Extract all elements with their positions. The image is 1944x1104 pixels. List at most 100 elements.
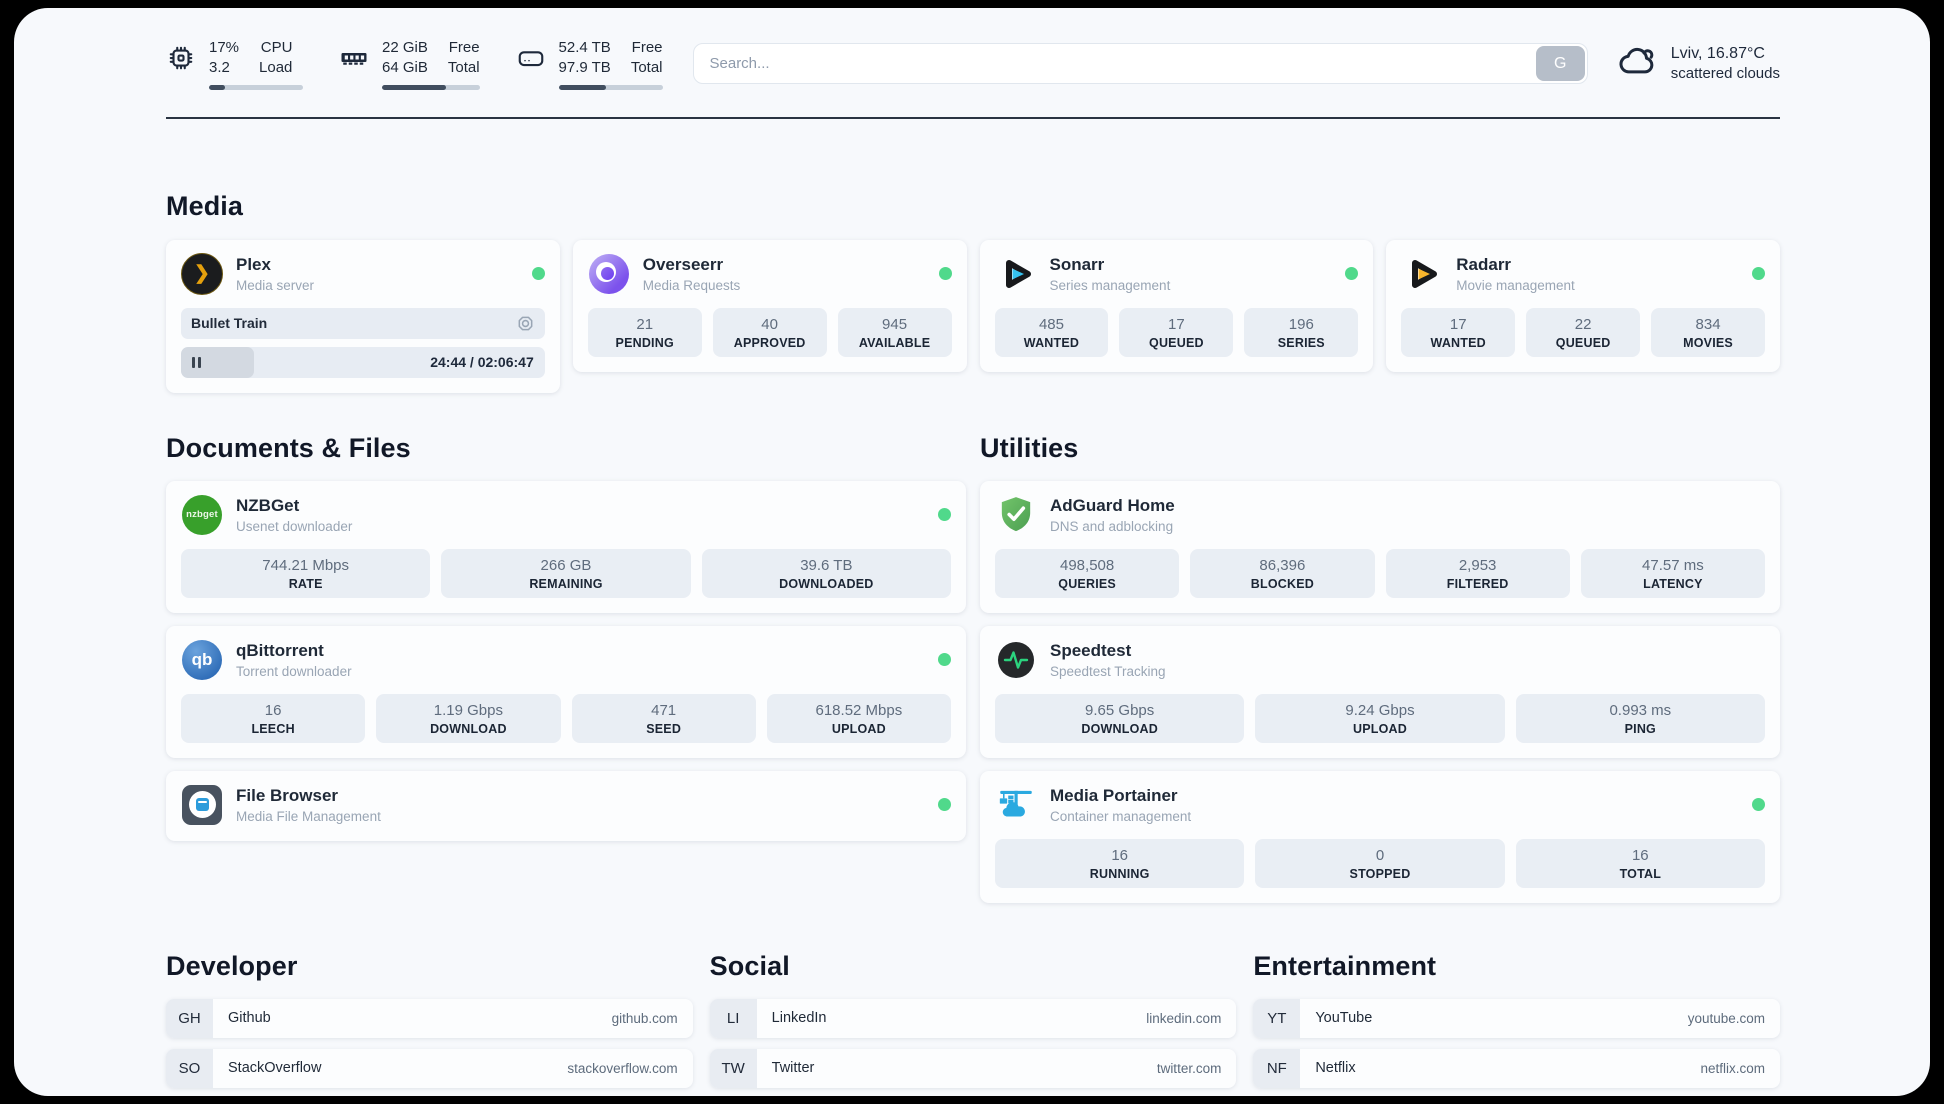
stat-box: 17 QUEUED — [1119, 307, 1234, 357]
overseerr-icon — [588, 253, 629, 294]
service-card-qbittorrent[interactable]: qb qBittorrent Torrent downloader 16 LEEC… — [166, 625, 966, 758]
stat-box: 0.993 ms PING — [1515, 693, 1765, 743]
service-card-radarr[interactable]: Radarr Movie management 17 WANTED 22 QUEUE… — [1386, 239, 1780, 372]
stat-box: 40 APPROVED — [712, 307, 827, 357]
service-card-speedtest[interactable]: Speedtest Speedtest Tracking 9.65 Gbps DO… — [980, 625, 1780, 758]
media-grid: ❯ Plex Media server Bullet Train 24:44 — [166, 239, 1780, 393]
memory-free-label: Free — [448, 39, 480, 56]
weather-condition: scattered clouds — [1670, 65, 1780, 83]
stat-box: 17 WANTED — [1401, 307, 1516, 357]
service-name: NZBGet — [236, 495, 300, 515]
bookmark-name: Github — [228, 1010, 271, 1027]
service-card-filebrowser[interactable]: File Browser Media File Management — [166, 770, 966, 841]
plex-icon: ❯ — [181, 252, 223, 295]
section-title-documents: Documents & Files — [166, 432, 411, 463]
cpu-progress-bar — [209, 84, 303, 90]
service-description: Media server — [236, 277, 315, 293]
bookmark-group-social: Social LI LinkedIn linkedin.com TW Twitt… — [709, 951, 1237, 1096]
stat-box: 9.65 Gbps DOWNLOAD — [995, 693, 1245, 743]
radarr-icon — [1401, 253, 1443, 295]
service-card-plex[interactable]: ❯ Plex Media server Bullet Train 24:44 — [166, 239, 560, 393]
stat-box: 618.52 Mbps UPLOAD — [766, 693, 951, 743]
status-dot — [938, 508, 951, 522]
service-name: Sonarr — [1049, 254, 1105, 274]
bookmark-url: netflix.com — [1700, 1060, 1765, 1076]
cloud-icon — [1618, 41, 1658, 86]
status-dot — [1752, 267, 1765, 281]
section-title-utilities: Utilities — [980, 432, 1079, 463]
status-dot — [1345, 267, 1359, 281]
service-card-sonarr[interactable]: Sonarr Series management 485 WANTED 17 QUE… — [979, 239, 1374, 372]
search-input[interactable] — [692, 43, 1588, 85]
service-name: AdGuard Home — [1050, 495, 1175, 515]
memory-progress-bar — [382, 84, 480, 90]
bookmark-github[interactable]: GH Github github.com — [166, 998, 693, 1038]
bookmark-group-entertainment: Entertainment YT YouTube youtube.com NF … — [1253, 951, 1780, 1096]
dashboard-screen: 17% 3.2 CPU Load — [14, 8, 1930, 1096]
bookmark-url: stackoverflow.com — [567, 1060, 678, 1076]
section-title-entertainment: Entertainment — [1253, 950, 1437, 981]
qbittorrent-icon: qb — [182, 639, 222, 680]
documents-column: Documents & Files nzbget NZBGet Usenet d… — [166, 433, 966, 841]
stat-box: 196 SERIES — [1244, 307, 1359, 357]
service-description: DNS and adblocking — [1050, 518, 1174, 534]
bookmark-stackoverflow[interactable]: SO StackOverflow stackoverflow.com — [166, 1048, 693, 1088]
memory-icon — [339, 43, 369, 78]
status-dot — [938, 653, 951, 667]
status-dot — [938, 267, 952, 281]
sonarr-icon — [995, 253, 1037, 295]
bookmark-name: StackOverflow — [228, 1060, 322, 1077]
bookmark-group-developer: Developer GH Github github.com SO StackO… — [166, 951, 693, 1096]
service-description: Usenet downloader — [236, 518, 353, 534]
bookmark-name: YouTube — [1315, 1010, 1373, 1027]
service-name: Plex — [236, 254, 271, 274]
stat-box: 498,508 QUERIES — [995, 548, 1180, 598]
service-name: Media Portainer — [1050, 785, 1178, 805]
service-description: Container management — [1050, 808, 1192, 824]
stat-box: 9.24 Gbps UPLOAD — [1255, 693, 1505, 743]
stat-box: 16 LEECH — [181, 693, 366, 743]
stat-box: 834 MOVIES — [1651, 307, 1766, 357]
stat-box: 266 GB REMAINING — [441, 548, 691, 598]
bookmark-url: github.com — [611, 1010, 678, 1026]
service-card-overseerr[interactable]: Overseerr Media Requests 21 PENDING 40 APP… — [572, 239, 967, 372]
service-card-nzbget[interactable]: nzbget NZBGet Usenet downloader 744.21 M… — [166, 480, 966, 613]
pause-icon — [192, 356, 201, 368]
cpu-usage-value: 17% — [209, 39, 240, 56]
bookmark-name: Netflix — [1315, 1060, 1356, 1077]
service-name: qBittorrent — [236, 640, 324, 660]
disk-free-value: 52.4 TB — [558, 39, 611, 56]
search-bar: G — [692, 43, 1588, 85]
bookmark-netflix[interactable]: NF Netflix netflix.com — [1253, 1048, 1780, 1088]
disk-icon — [516, 43, 546, 78]
bookmark-youtube[interactable]: YT YouTube youtube.com — [1253, 998, 1780, 1038]
playback-time: 24:44 / 02:06:47 — [430, 354, 534, 371]
status-dot — [938, 798, 951, 812]
service-name: File Browser — [236, 785, 339, 805]
service-card-portainer[interactable]: Media Portainer Container management 16 R… — [980, 770, 1780, 903]
bookmark-name: LinkedIn — [771, 1010, 827, 1027]
search-provider-button[interactable]: G — [1535, 46, 1585, 82]
disk-stat: 52.4 TB 97.9 TB Free Total — [516, 38, 663, 90]
media-viewfinder-icon — [516, 314, 535, 333]
service-description: Torrent downloader — [236, 663, 352, 679]
service-card-adguard[interactable]: AdGuard Home DNS and adblocking 498,508 Q… — [980, 480, 1780, 613]
status-dot — [531, 267, 545, 281]
stat-box: 16 RUNNING — [995, 838, 1245, 888]
bookmark-abbr: SO — [166, 1048, 213, 1088]
disk-progress-bar — [558, 84, 663, 90]
utilities-column: Utilities AdGuard Home — [980, 433, 1780, 903]
filebrowser-icon — [182, 784, 222, 825]
stat-box: 2,953 FILTERED — [1385, 548, 1570, 598]
stat-box: 47.57 ms LATENCY — [1580, 548, 1765, 598]
bookmark-linkedin[interactable]: LI LinkedIn linkedin.com — [709, 998, 1237, 1038]
bookmark-abbr: GH — [166, 998, 213, 1038]
stat-box: 485 WANTED — [994, 307, 1109, 357]
service-description: Speedtest Tracking — [1050, 663, 1166, 679]
service-description: Media File Management — [236, 808, 381, 824]
playback-progress-bar: 24:44 / 02:06:47 — [181, 346, 545, 378]
cpu-load-value: 3.2 — [209, 58, 230, 76]
cpu-usage-label: CPU — [260, 39, 293, 56]
bookmark-twitter[interactable]: TW Twitter twitter.com — [709, 1048, 1237, 1088]
status-dot — [1752, 798, 1765, 812]
